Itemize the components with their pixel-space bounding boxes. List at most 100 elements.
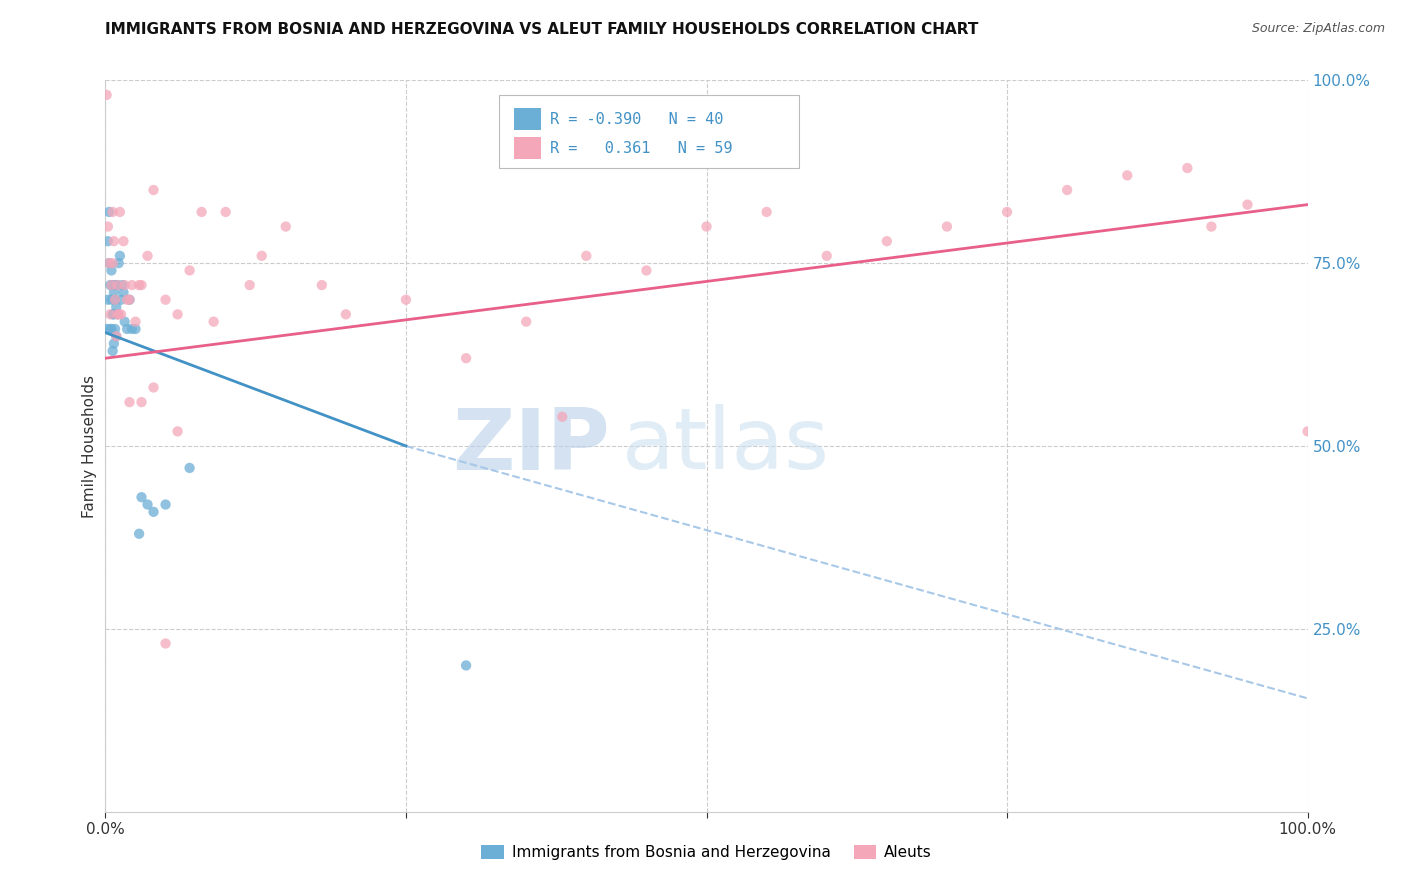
Point xyxy=(179,263,201,277)
Point xyxy=(131,395,153,409)
Point xyxy=(1201,219,1223,234)
Point xyxy=(936,219,959,234)
Point xyxy=(107,307,129,321)
Point xyxy=(190,205,212,219)
Point xyxy=(311,278,333,293)
Point xyxy=(108,205,131,219)
Point xyxy=(121,278,143,293)
Point xyxy=(101,205,124,219)
Point xyxy=(1116,169,1139,183)
Point xyxy=(114,315,136,329)
Point xyxy=(98,256,121,270)
Point xyxy=(118,395,141,409)
Point xyxy=(104,293,127,307)
Point xyxy=(395,293,418,307)
Legend: Immigrants from Bosnia and Herzegovina, Aleuts: Immigrants from Bosnia and Herzegovina, … xyxy=(475,839,938,866)
Point xyxy=(1296,425,1319,439)
Point xyxy=(101,256,124,270)
Point xyxy=(636,263,658,277)
Point xyxy=(124,322,146,336)
Point xyxy=(1236,197,1258,211)
Point xyxy=(128,278,150,293)
Point xyxy=(111,278,134,293)
Point xyxy=(124,315,146,329)
FancyBboxPatch shape xyxy=(499,95,799,168)
Point xyxy=(115,293,138,307)
Point xyxy=(115,322,138,336)
Point xyxy=(96,322,118,336)
FancyBboxPatch shape xyxy=(515,136,541,159)
FancyBboxPatch shape xyxy=(515,108,541,130)
Text: Source: ZipAtlas.com: Source: ZipAtlas.com xyxy=(1251,22,1385,36)
Text: ZIP: ZIP xyxy=(453,404,610,488)
Point xyxy=(112,285,135,300)
Point xyxy=(815,249,838,263)
Point xyxy=(103,285,125,300)
Point xyxy=(575,249,598,263)
Point xyxy=(104,293,127,307)
Point xyxy=(274,219,297,234)
Point xyxy=(97,293,120,307)
Point xyxy=(98,205,121,219)
Point xyxy=(155,636,177,650)
Point xyxy=(105,329,128,343)
Point xyxy=(104,278,127,293)
Point xyxy=(96,87,118,102)
Point xyxy=(128,526,150,541)
Point xyxy=(995,205,1018,219)
Point xyxy=(118,293,141,307)
Point xyxy=(515,315,537,329)
Point xyxy=(103,307,125,321)
Point xyxy=(98,322,121,336)
Point xyxy=(1056,183,1078,197)
Point xyxy=(166,307,188,321)
Point xyxy=(101,343,124,358)
Point xyxy=(108,249,131,263)
Point xyxy=(98,307,121,321)
Point xyxy=(876,234,898,248)
Y-axis label: Family Households: Family Households xyxy=(82,375,97,517)
Point xyxy=(110,293,132,307)
Point xyxy=(454,658,477,673)
Point xyxy=(454,351,477,366)
Point xyxy=(142,505,165,519)
Point xyxy=(100,263,122,277)
Point xyxy=(335,307,357,321)
Point xyxy=(202,315,225,329)
Point xyxy=(136,498,159,512)
Text: R = -0.390   N = 40: R = -0.390 N = 40 xyxy=(550,112,724,127)
Point xyxy=(142,380,165,394)
Point xyxy=(107,307,129,321)
Point xyxy=(107,278,129,293)
Point xyxy=(105,300,128,314)
Point xyxy=(250,249,273,263)
Point xyxy=(101,278,124,293)
Point xyxy=(112,234,135,248)
Text: IMMIGRANTS FROM BOSNIA AND HERZEGOVINA VS ALEUT FAMILY HOUSEHOLDS CORRELATION CH: IMMIGRANTS FROM BOSNIA AND HERZEGOVINA V… xyxy=(105,22,979,37)
Point xyxy=(696,219,718,234)
Text: atlas: atlas xyxy=(623,404,831,488)
Point xyxy=(101,307,124,321)
Point xyxy=(107,307,129,321)
Point xyxy=(98,278,121,293)
Point xyxy=(1175,161,1198,175)
Point xyxy=(179,461,201,475)
Point xyxy=(131,278,153,293)
Point xyxy=(100,278,122,293)
Point xyxy=(121,322,143,336)
Point xyxy=(136,249,159,263)
Point xyxy=(214,205,236,219)
Point xyxy=(131,490,153,504)
Point xyxy=(551,409,574,424)
Point xyxy=(110,307,132,321)
Point xyxy=(155,498,177,512)
Point xyxy=(755,205,778,219)
Point xyxy=(104,322,127,336)
Point xyxy=(239,278,262,293)
Point xyxy=(107,256,129,270)
Point xyxy=(142,183,165,197)
Text: R =   0.361   N = 59: R = 0.361 N = 59 xyxy=(550,141,733,156)
Point xyxy=(107,278,129,293)
Point xyxy=(100,322,122,336)
Point xyxy=(103,234,125,248)
